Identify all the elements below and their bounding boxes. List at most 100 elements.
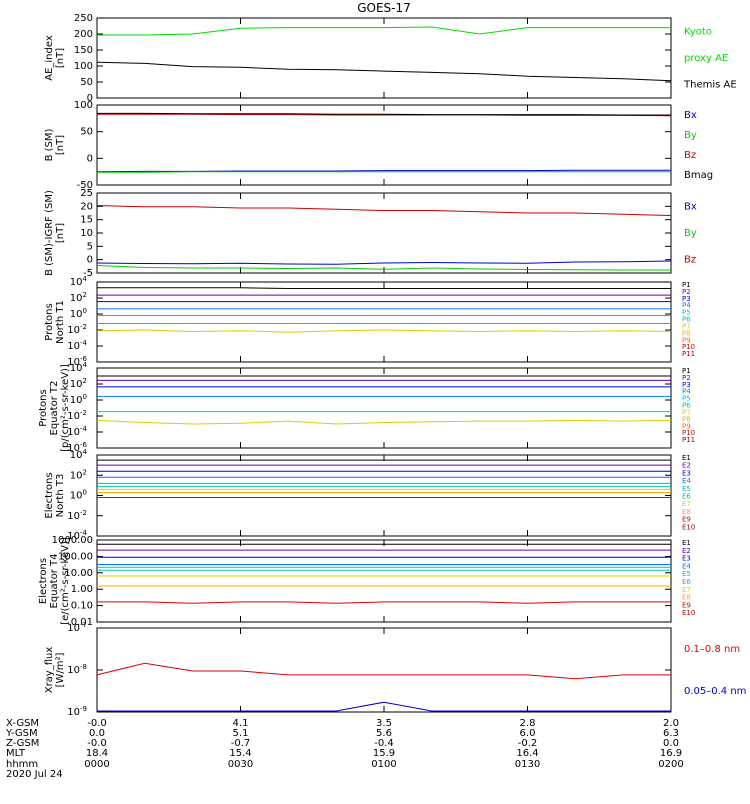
- y-axis-label: Equator T2: [49, 381, 60, 436]
- series-line-bx: [97, 261, 671, 264]
- legend-entry: E7: [682, 586, 691, 594]
- panel-frame: [97, 193, 671, 273]
- legend-entry: Kyoto: [684, 26, 712, 37]
- panel-frame: [97, 455, 671, 536]
- y-tick-exponent: 2: [83, 291, 87, 299]
- y-tick-label: 10-2: [67, 323, 87, 336]
- legend-entry: E2: [682, 547, 691, 555]
- y-axis-label: B (SM): [44, 128, 55, 161]
- legend-entry: E4: [682, 562, 691, 570]
- legend-entry: Bmag: [684, 170, 713, 181]
- y-tick-label: 10-4: [67, 339, 87, 352]
- legend-entry: Bx: [684, 110, 697, 121]
- ephemeris-value: 0000: [84, 759, 109, 770]
- series-line-p7: [97, 330, 671, 332]
- series-line-p7: [97, 420, 671, 424]
- ephemeris-value: 0130: [515, 759, 540, 770]
- y-tick-label: 100: [74, 100, 93, 111]
- legend-entry: Bz: [684, 255, 696, 266]
- y-tick-label: 10-9: [67, 705, 87, 718]
- legend-entry: 0.05–0.4 nm: [684, 686, 746, 697]
- y-tick-label: 104: [70, 361, 88, 374]
- y-tick-label: 15: [80, 215, 93, 226]
- panel-frame: [97, 540, 671, 622]
- legend-entry: 0.1–0.8 nm: [684, 644, 740, 655]
- y-axis-label: Equator T4: [49, 554, 60, 609]
- y-axis-label: B (SM)-IGRF (SM): [44, 190, 55, 276]
- legend-entry: By: [684, 130, 697, 141]
- legend-entry: E9: [682, 601, 691, 609]
- y-tick-exponent: 4: [83, 275, 88, 283]
- y-tick-exponent: -4: [80, 425, 88, 433]
- y-axis-label: [nT]: [55, 48, 66, 68]
- legend-entry: P11: [682, 436, 695, 444]
- legend-entry: E3: [682, 555, 691, 563]
- y-axis-label: [e/(cm²-s-sr-keV)]: [60, 537, 71, 625]
- y-tick-label: 100: [74, 61, 93, 72]
- y-tick-label: 1.00: [71, 584, 93, 595]
- y-axis-label: Electrons: [44, 472, 55, 518]
- y-tick-label: 20: [80, 201, 93, 212]
- panel-frame: [97, 282, 671, 362]
- y-tick-label: 102: [70, 468, 87, 481]
- y-tick-exponent: -7: [80, 621, 87, 629]
- y-tick-label: 50: [80, 77, 93, 88]
- y-tick-label: 25: [80, 188, 93, 199]
- y-tick-label: 0: [87, 255, 93, 266]
- ephemeris-value: 16.9: [660, 748, 682, 759]
- y-axis-label: Protons: [44, 303, 55, 340]
- legend-entry: By: [684, 228, 697, 239]
- ephemeris-value: 0030: [228, 759, 253, 770]
- y-tick-label: 150: [74, 45, 93, 56]
- ephemeris-value: 0100: [371, 759, 396, 770]
- series-line-0-1-0-8-nm: [97, 663, 671, 679]
- y-tick-label: 102: [70, 291, 87, 304]
- y-tick-label: 5: [87, 241, 93, 252]
- y-tick-exponent: 0: [83, 393, 87, 401]
- ephemeris-label: MLT: [6, 748, 26, 759]
- ephemeris-value: 0200: [658, 759, 683, 770]
- y-axis-label: North T3: [55, 474, 66, 518]
- y-tick-label: 10-2: [67, 509, 87, 522]
- legend-entry: proxy AE: [684, 53, 728, 64]
- y-tick-label: 104: [70, 448, 88, 461]
- series-line-kyoto-proxy-ae: [97, 27, 671, 35]
- y-tick-label: 10-7: [67, 621, 87, 634]
- y-tick-label: 200: [74, 29, 93, 40]
- legend-entry: P11: [682, 350, 695, 358]
- y-tick-exponent: 0: [83, 307, 87, 315]
- y-tick-label: 100: [70, 307, 87, 320]
- ephemeris-value: 16.4: [516, 748, 538, 759]
- panel-frame: [97, 105, 671, 185]
- legend-entry: Themis AE: [683, 80, 737, 91]
- y-tick-exponent: 2: [83, 377, 87, 385]
- y-axis-label: Xray_flux: [44, 647, 55, 694]
- y-tick-label: 0.10: [71, 601, 93, 612]
- legend-entry: E1: [682, 539, 691, 547]
- y-axis-label: AE_index: [44, 35, 55, 81]
- legend-entry: E10: [682, 609, 695, 617]
- y-tick-label: 102: [70, 377, 87, 390]
- series-line-e9: [97, 602, 671, 603]
- y-tick-label: 250: [74, 13, 93, 24]
- y-tick-exponent: 4: [83, 448, 88, 456]
- panel-frame: [97, 628, 671, 712]
- y-axis-label: Electrons: [38, 558, 49, 604]
- y-tick-exponent: -9: [80, 705, 87, 713]
- y-tick-label: 10: [80, 228, 93, 239]
- y-tick-exponent: -2: [80, 323, 87, 331]
- y-tick-label: 1000.00: [52, 535, 93, 546]
- y-tick-exponent: -2: [80, 409, 87, 417]
- legend-entry: E10: [682, 523, 695, 531]
- y-tick-label: 100: [70, 489, 87, 502]
- legend-entry: Bz: [684, 150, 696, 161]
- legend-entry: Bx: [684, 201, 697, 212]
- date-label: 2020 Jul 24: [6, 769, 63, 780]
- y-tick-exponent: -2: [80, 509, 87, 517]
- y-axis-label: [nT]: [55, 135, 66, 155]
- ephemeris-value: 18.4: [86, 748, 108, 759]
- y-axis-label: [W/m²]: [55, 652, 66, 687]
- y-tick-exponent: 4: [83, 361, 88, 369]
